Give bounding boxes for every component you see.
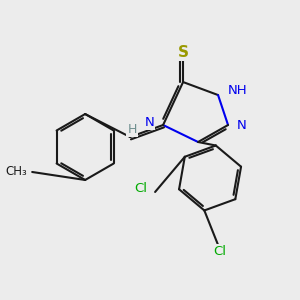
Text: H: H <box>128 122 137 136</box>
Text: NH: NH <box>228 83 248 97</box>
Text: N: N <box>237 118 247 131</box>
Text: S: S <box>178 45 189 60</box>
Text: Cl: Cl <box>134 182 147 196</box>
Text: N: N <box>144 116 154 128</box>
Text: Cl: Cl <box>214 245 226 258</box>
Text: CH₃: CH₃ <box>5 166 27 178</box>
